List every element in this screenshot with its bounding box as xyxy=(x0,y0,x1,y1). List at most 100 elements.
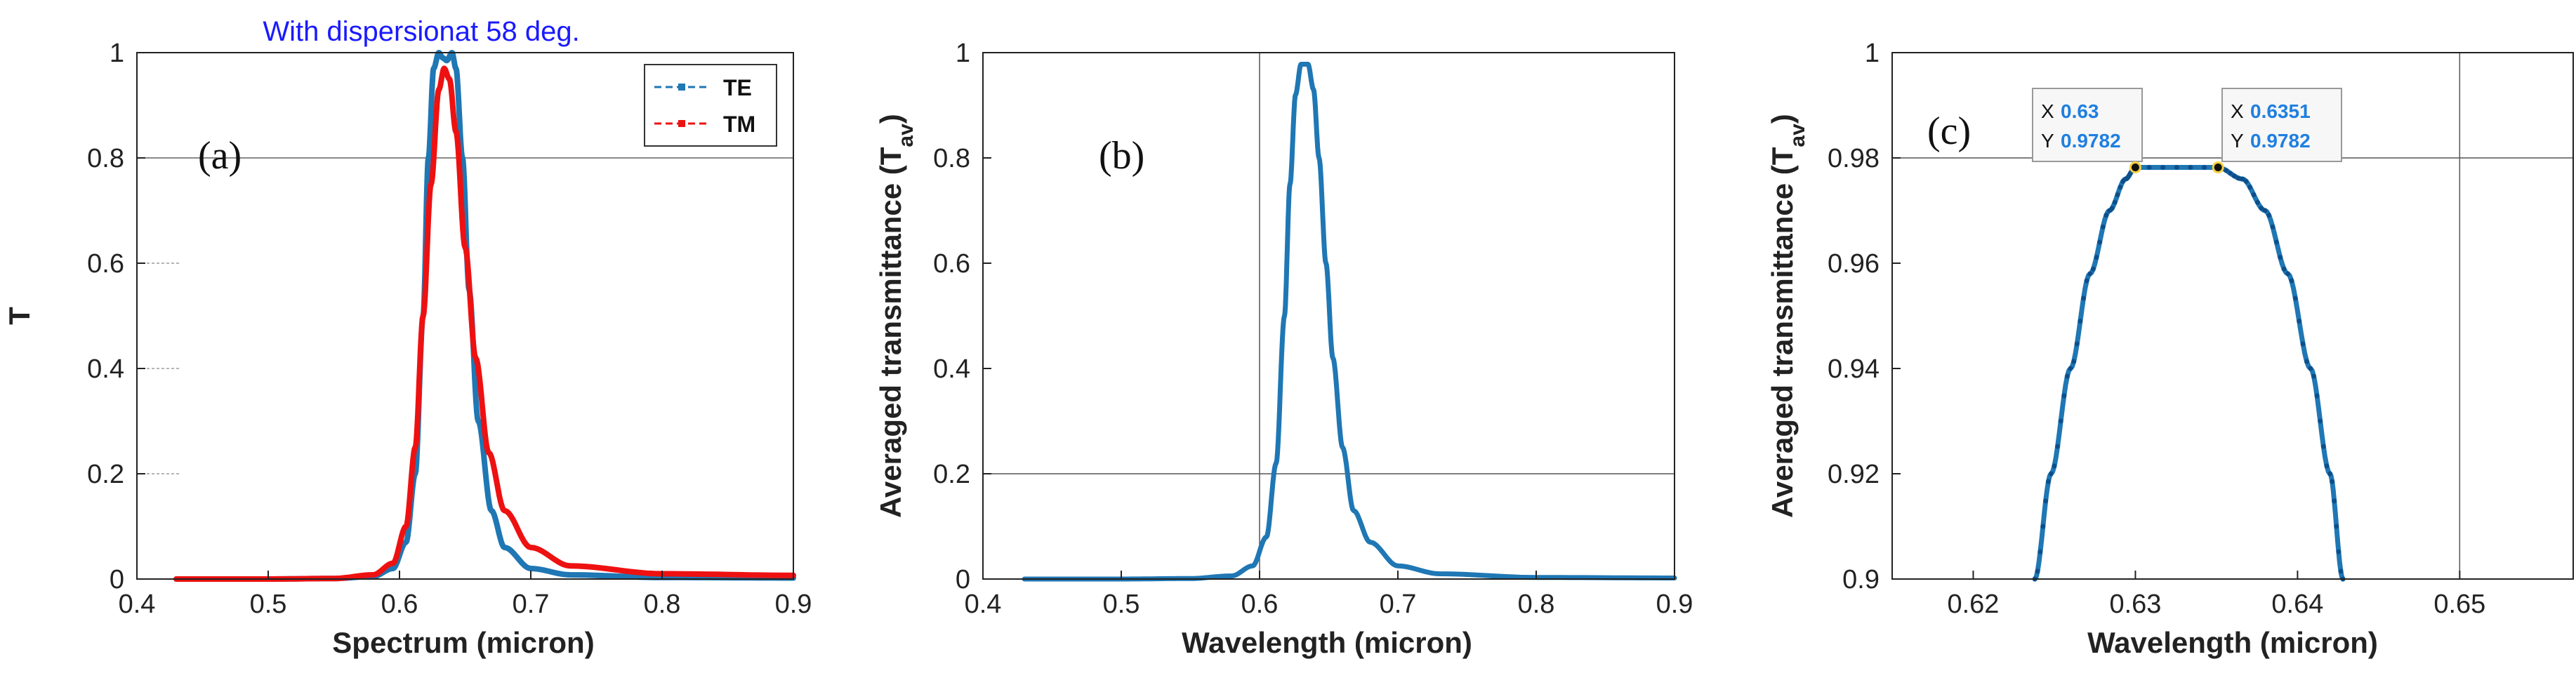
legend-tm-marker xyxy=(678,120,685,127)
data-point xyxy=(2040,524,2046,529)
data-point xyxy=(2109,206,2115,211)
series-layer xyxy=(1022,62,1677,582)
data-point xyxy=(2311,373,2316,379)
datatip-2-x-label: X xyxy=(2231,100,2244,122)
series-line-tm xyxy=(173,65,796,582)
data-point xyxy=(2300,341,2306,347)
data-point xyxy=(2289,278,2294,284)
reference-lines xyxy=(983,53,1675,579)
datatip-2[interactable]: X 0.6351 Y 0.9782 xyxy=(2221,88,2342,162)
x-axis-label: Wavelength (micron) xyxy=(1182,626,1472,659)
data-point xyxy=(2058,418,2063,424)
legend-te-marker xyxy=(678,84,685,91)
y-tick-label: 0.98 xyxy=(1828,144,1880,173)
axes-frame xyxy=(982,52,1675,580)
x-tick-label: 0.5 xyxy=(250,590,287,619)
x-tick-label: 0.8 xyxy=(644,590,681,619)
x-tick-label: 0.4 xyxy=(119,590,156,619)
y-tick-label: 0.4 xyxy=(87,354,124,384)
data-point xyxy=(2068,366,2073,371)
y-axis-label: T xyxy=(3,307,36,325)
data-point xyxy=(2297,319,2302,324)
x-tick-label: 0.64 xyxy=(2271,590,2323,619)
tick-marks xyxy=(1892,52,2461,580)
y-tick-label: 0 xyxy=(110,565,124,594)
data-point xyxy=(2273,239,2279,245)
y-axis-label-end: ) xyxy=(1766,114,1799,124)
legend-tm-label: TM xyxy=(723,112,755,137)
panel-b: 0.4 0.5 0.6 0.7 0.8 0.9 0 0.2 0.4 0.6 0.8 1 Wavele… xyxy=(874,39,1693,659)
data-point xyxy=(2045,479,2051,484)
y-tick-label: 0.6 xyxy=(87,249,124,279)
datatip-2-box xyxy=(2221,88,2342,162)
y-axis-label-end: ) xyxy=(874,114,907,124)
data-point xyxy=(2037,549,2043,554)
data-point xyxy=(2202,165,2207,170)
data-point xyxy=(2240,176,2245,182)
legend-box xyxy=(644,64,777,147)
data-point xyxy=(2235,175,2241,181)
data-point xyxy=(2078,319,2083,324)
data-point xyxy=(2112,199,2118,205)
series-line-t-av xyxy=(1022,62,1677,582)
data-point xyxy=(2278,255,2283,260)
legend-te-label: TE xyxy=(723,75,752,100)
datatip-1-marker[interactable] xyxy=(2129,161,2141,173)
data-point xyxy=(2320,444,2326,449)
data-point xyxy=(2160,165,2166,170)
x-tick-label: 0.9 xyxy=(775,590,812,619)
panel-label: (b) xyxy=(1099,134,1144,178)
data-point xyxy=(2055,444,2061,449)
data-point xyxy=(2094,255,2099,260)
y-axis-label: Averaged transmittance (Tav) xyxy=(874,114,918,518)
datatip-1[interactable]: X 0.63 Y 0.9782 xyxy=(2032,88,2143,162)
axes-frame xyxy=(136,52,794,580)
datatip-1-x-label: X xyxy=(2041,100,2054,122)
datatip-1-y-label: Y xyxy=(2041,130,2054,152)
data-point xyxy=(2281,266,2287,272)
y-tick-label: 0.6 xyxy=(933,249,970,279)
data-point xyxy=(2231,173,2237,179)
y-tick-label: 0.92 xyxy=(1828,460,1880,489)
data-point xyxy=(2324,463,2330,469)
datatip-1-box xyxy=(2032,88,2143,162)
data-point xyxy=(2188,165,2193,170)
y-axis-label-sub: av xyxy=(894,124,918,147)
panel-a: With dispersionat 58 deg. 0.4 0.5 0.6 0.7 0.… xyxy=(3,16,812,659)
datatip-markers xyxy=(2129,161,2224,173)
data-point xyxy=(2224,168,2229,173)
tick-marks xyxy=(136,52,794,580)
panel-c: 0.62 0.63 0.64 0.65 0.9 0.92 0.94 0.96 0.98 1 Wa… xyxy=(1766,39,2574,659)
x-tick-label: 0.63 xyxy=(2109,590,2161,619)
panel-label: (a) xyxy=(198,134,242,178)
datatip-2-marker[interactable] xyxy=(2212,161,2224,173)
data-point xyxy=(2266,213,2272,218)
data-point xyxy=(2081,295,2087,301)
data-point xyxy=(2304,359,2309,364)
x-tick-label: 0.7 xyxy=(513,590,550,619)
datatip-2-x-value: 0.6351 xyxy=(2250,100,2311,122)
data-point xyxy=(2174,165,2179,170)
x-tick-label: 0.8 xyxy=(1518,590,1555,619)
x-tick-labels: 0.4 0.5 0.6 0.7 0.8 0.9 xyxy=(119,590,812,619)
datatip-2-y-label: Y xyxy=(2231,130,2244,152)
data-point xyxy=(2074,341,2080,347)
data-point xyxy=(2097,239,2103,245)
x-tick-label: 0.7 xyxy=(1380,590,1417,619)
data-point xyxy=(2285,271,2291,277)
tick-marks xyxy=(982,52,1675,580)
y-tick-label: 1 xyxy=(956,39,970,68)
series-line-te xyxy=(173,50,796,582)
x-tick-label: 0.6 xyxy=(1241,590,1279,619)
data-point xyxy=(2330,479,2335,484)
data-point xyxy=(2087,271,2093,277)
series-layer xyxy=(173,50,796,582)
y-tick-label: 0.2 xyxy=(933,460,970,489)
y-tick-label: 0.4 xyxy=(933,354,970,384)
data-point xyxy=(2332,498,2337,504)
data-point xyxy=(2115,192,2120,197)
datatip-1-x-value: 0.63 xyxy=(2061,100,2099,122)
chart-title: With dispersionat 58 deg. xyxy=(263,16,579,47)
data-point xyxy=(2247,185,2253,190)
legend: TE TM xyxy=(644,64,777,147)
